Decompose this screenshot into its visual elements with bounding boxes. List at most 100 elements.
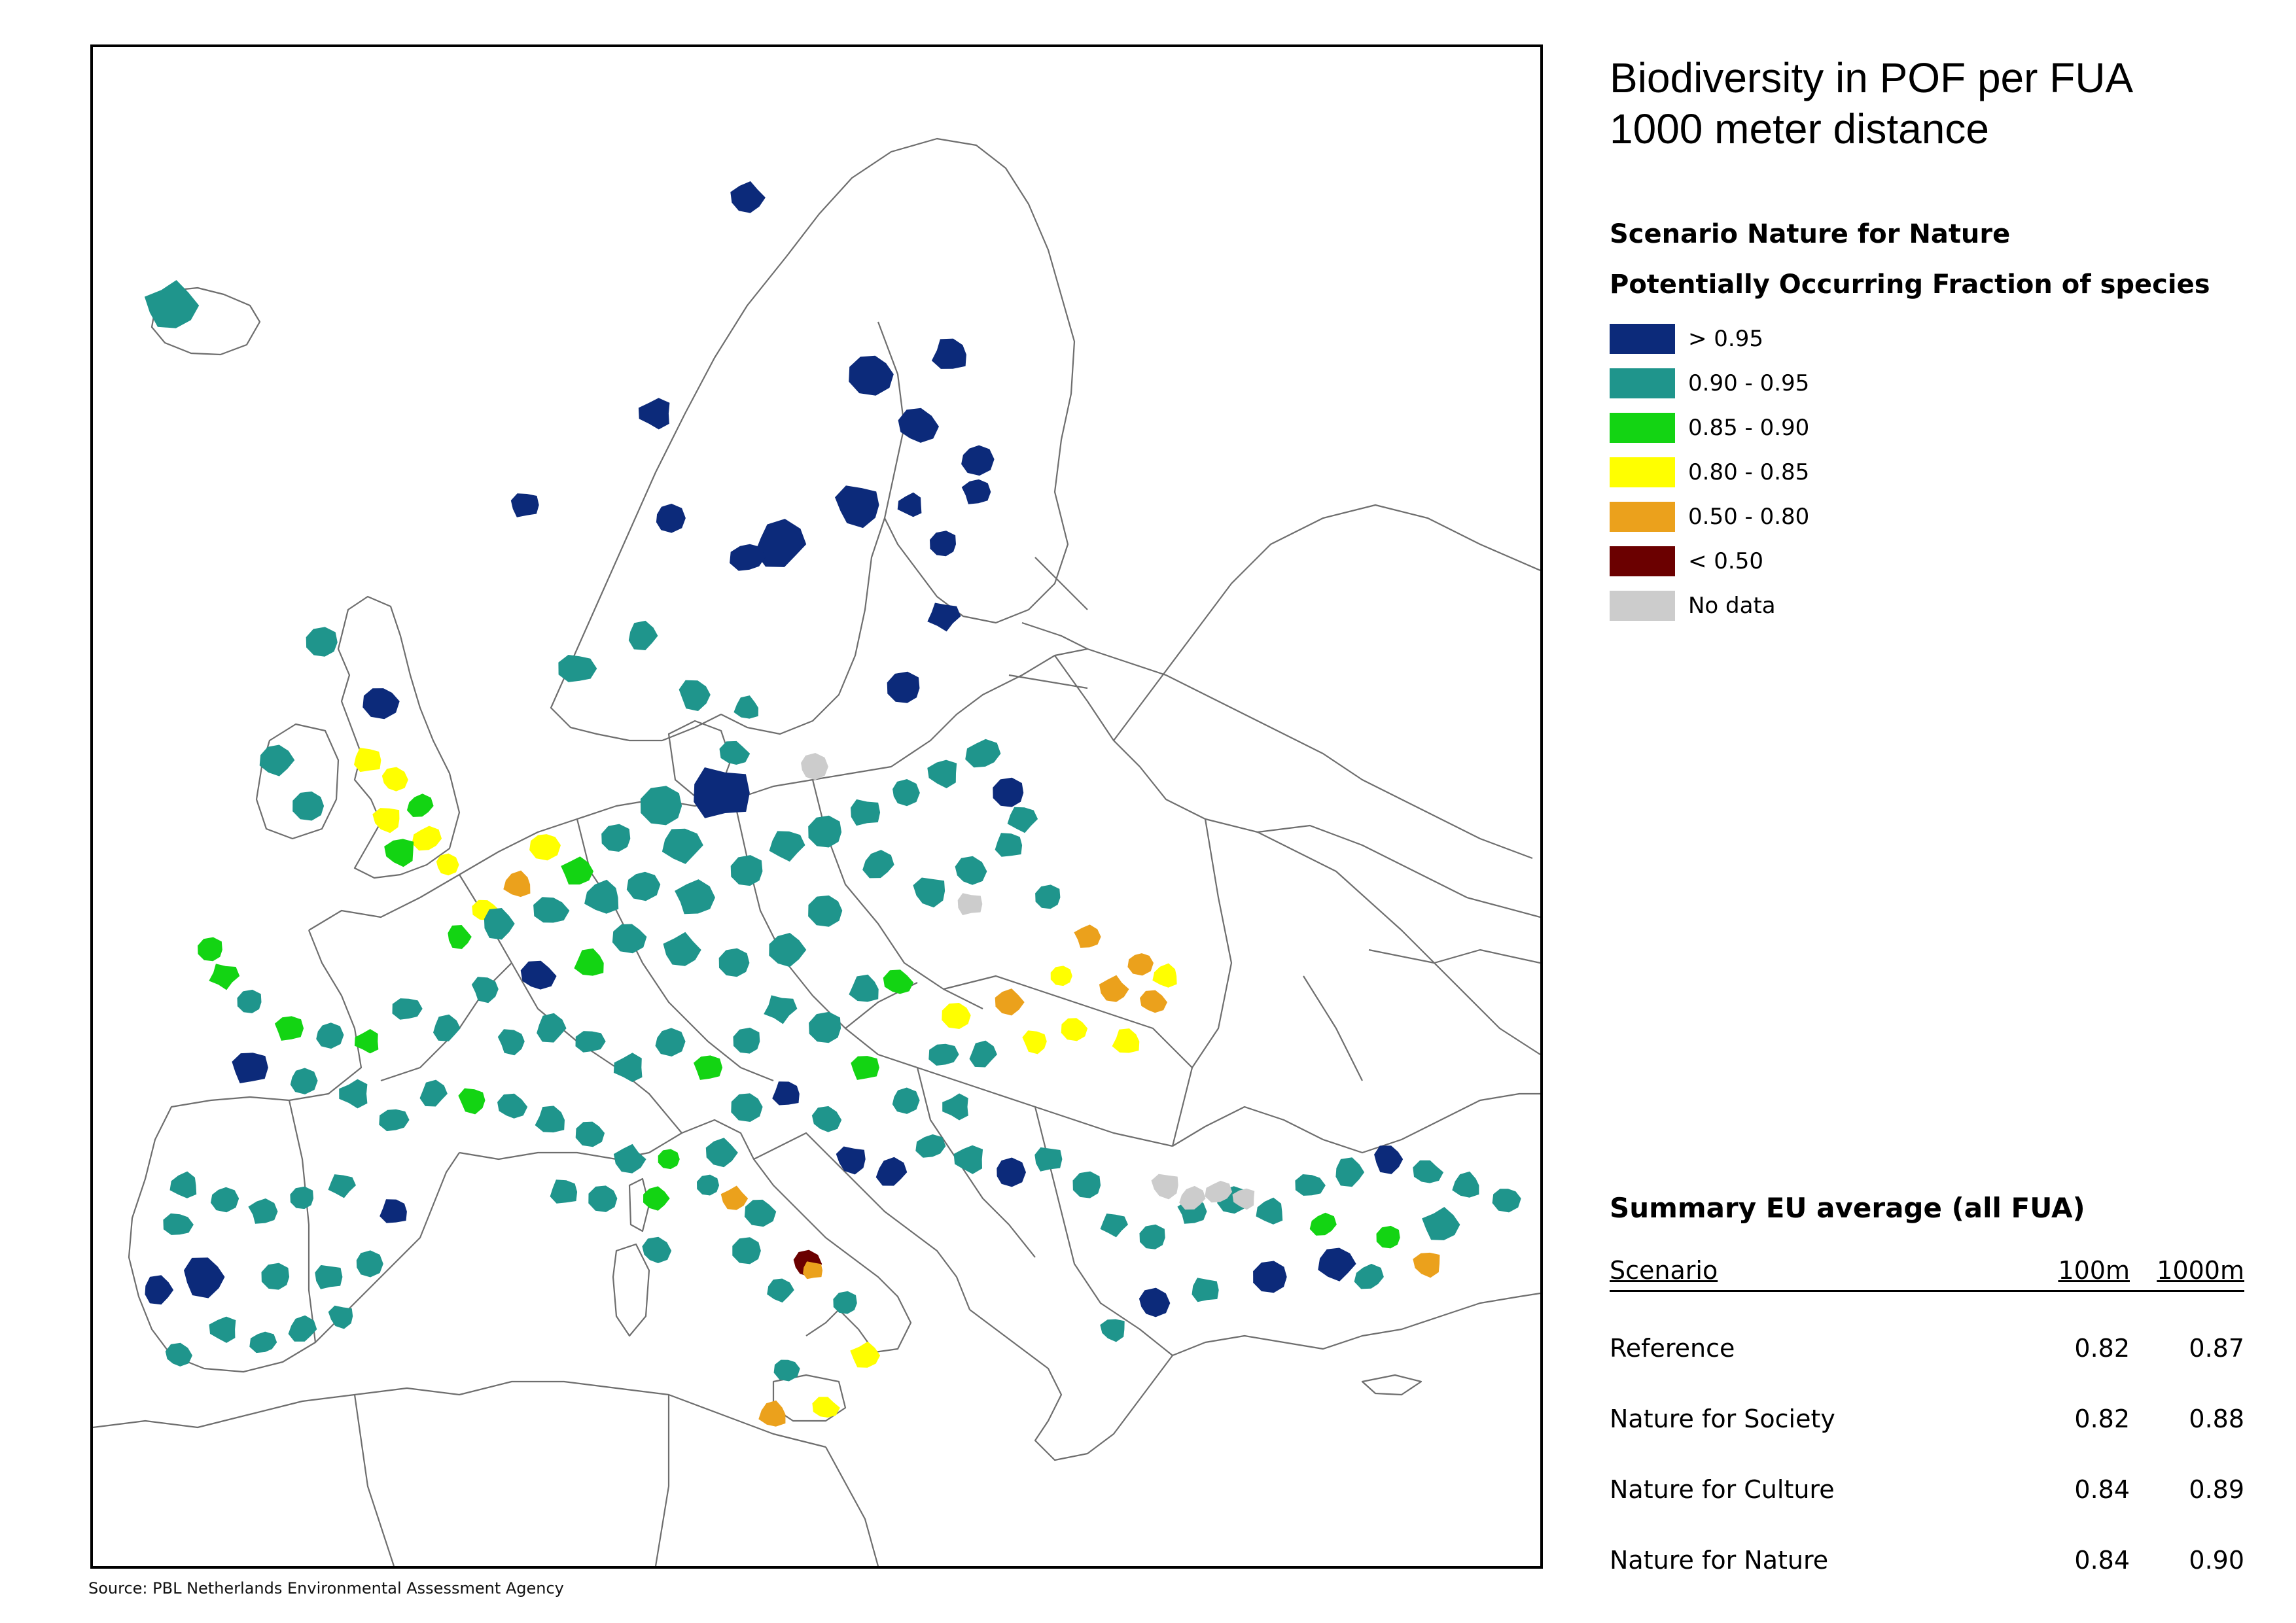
legend-item: > 0.95 bbox=[1610, 317, 1809, 361]
fua-area bbox=[484, 908, 515, 940]
fua-area bbox=[211, 1187, 239, 1213]
fua-area bbox=[1127, 953, 1154, 976]
fua-area bbox=[550, 1179, 578, 1204]
summary-header-row: Scenario 100m 1000m bbox=[1610, 1256, 2244, 1292]
legend: > 0.95 0.90 - 0.95 0.85 - 0.90 0.80 - 0.… bbox=[1610, 317, 1809, 628]
table-row: Nature for Society 0.82 0.88 bbox=[1610, 1363, 2244, 1433]
great-britain-outline bbox=[337, 595, 461, 879]
sardinia-outline bbox=[612, 1243, 650, 1337]
header-scenario: Scenario bbox=[1610, 1256, 1718, 1285]
fua-area bbox=[1112, 1028, 1140, 1053]
fua-area bbox=[849, 974, 879, 1002]
fua-area bbox=[384, 839, 414, 867]
fua-area bbox=[471, 977, 499, 1003]
fua-area bbox=[328, 1305, 353, 1329]
fua-area bbox=[529, 834, 561, 861]
fua-area bbox=[1139, 1287, 1171, 1318]
fua-area bbox=[575, 1121, 605, 1147]
row-scenario: Nature for Society bbox=[1610, 1405, 1835, 1433]
fua-area bbox=[719, 741, 751, 765]
fua-area bbox=[850, 1341, 881, 1368]
fua-area bbox=[993, 777, 1024, 807]
fua-area bbox=[997, 1157, 1026, 1187]
fua-area bbox=[1099, 975, 1129, 1002]
legend-swatch bbox=[1610, 502, 1675, 532]
fua-area bbox=[145, 1275, 174, 1305]
row-scenario: Nature for Culture bbox=[1610, 1475, 1835, 1504]
legend-item: No data bbox=[1610, 584, 1809, 628]
legend-label: > 0.95 bbox=[1688, 326, 1763, 352]
legend-label: 0.80 - 0.85 bbox=[1688, 459, 1810, 485]
fua-area bbox=[1034, 1147, 1063, 1172]
fua-area bbox=[412, 826, 442, 851]
fua-area bbox=[354, 748, 381, 773]
fua-area bbox=[626, 871, 661, 901]
legend-label: < 0.50 bbox=[1688, 548, 1763, 574]
fua-area bbox=[558, 655, 597, 682]
fua-area bbox=[942, 1003, 971, 1029]
fua-area bbox=[533, 897, 570, 923]
fua-area bbox=[928, 1043, 959, 1066]
fua-area bbox=[1374, 1145, 1404, 1174]
fua-area bbox=[209, 964, 240, 990]
ireland-outline bbox=[255, 723, 340, 840]
fua-area bbox=[812, 1397, 840, 1418]
fua-area bbox=[1318, 1248, 1356, 1282]
fua-area bbox=[718, 948, 750, 977]
eastern-borders bbox=[1054, 504, 1540, 1147]
fua-area bbox=[694, 1055, 723, 1080]
fua-area bbox=[892, 1087, 920, 1114]
header-100m: 100m bbox=[2058, 1256, 2130, 1285]
fua-area bbox=[574, 948, 604, 976]
fua-area bbox=[1422, 1207, 1460, 1240]
fua-area bbox=[339, 1079, 368, 1109]
fua-area bbox=[274, 1016, 304, 1041]
fua-area bbox=[306, 627, 338, 657]
fua-area bbox=[995, 833, 1023, 857]
iceland-outline bbox=[150, 287, 261, 356]
fua-area bbox=[1072, 1171, 1101, 1198]
fua-area bbox=[381, 767, 408, 792]
fua-area bbox=[290, 1186, 313, 1210]
fua-area bbox=[769, 831, 805, 862]
fua-area bbox=[1139, 1224, 1165, 1249]
fua-area bbox=[953, 1145, 983, 1174]
fua-area bbox=[961, 445, 995, 476]
fua-area bbox=[658, 1149, 680, 1170]
fua-area bbox=[1035, 884, 1061, 909]
fua-area bbox=[732, 1237, 761, 1265]
fua-area bbox=[754, 519, 807, 567]
scenario-title: Scenario Nature for Nature bbox=[1610, 219, 2011, 249]
fua-area bbox=[436, 853, 459, 876]
fua-area bbox=[1179, 1185, 1206, 1210]
fua-area bbox=[1253, 1261, 1287, 1293]
fua-area bbox=[694, 767, 750, 818]
fua-area bbox=[1100, 1213, 1128, 1238]
row-100m: 0.82 bbox=[2074, 1405, 2130, 1433]
map-title-line2: 1000 meter distance bbox=[1610, 105, 1989, 152]
fua-area bbox=[612, 924, 647, 954]
fua-area bbox=[1100, 1319, 1125, 1342]
row-scenario: Nature for Nature bbox=[1610, 1546, 1829, 1575]
row-scenario: Reference bbox=[1610, 1334, 1735, 1363]
legend-swatch bbox=[1610, 591, 1675, 621]
fua-area bbox=[773, 1359, 800, 1382]
fua-area bbox=[851, 1056, 879, 1080]
fua-area bbox=[249, 1331, 277, 1353]
fua-area bbox=[875, 1157, 908, 1186]
indicator-title: Potentially Occurring Fraction of specie… bbox=[1610, 270, 2210, 300]
fua-area bbox=[656, 504, 686, 533]
fua-area bbox=[510, 493, 539, 517]
fua-area bbox=[772, 1081, 800, 1106]
fua-area bbox=[887, 671, 920, 703]
fua-area bbox=[733, 1027, 760, 1054]
scandinavia-outline bbox=[550, 137, 1076, 742]
fua-area bbox=[290, 1068, 318, 1094]
fua-area bbox=[809, 1011, 841, 1043]
black-sea-outline bbox=[1172, 1092, 1540, 1154]
fua-area bbox=[613, 1143, 646, 1174]
fua-area bbox=[927, 759, 957, 788]
fua-area bbox=[897, 492, 922, 517]
fua-area bbox=[288, 1315, 317, 1342]
row-1000m: 0.87 bbox=[2189, 1334, 2244, 1363]
